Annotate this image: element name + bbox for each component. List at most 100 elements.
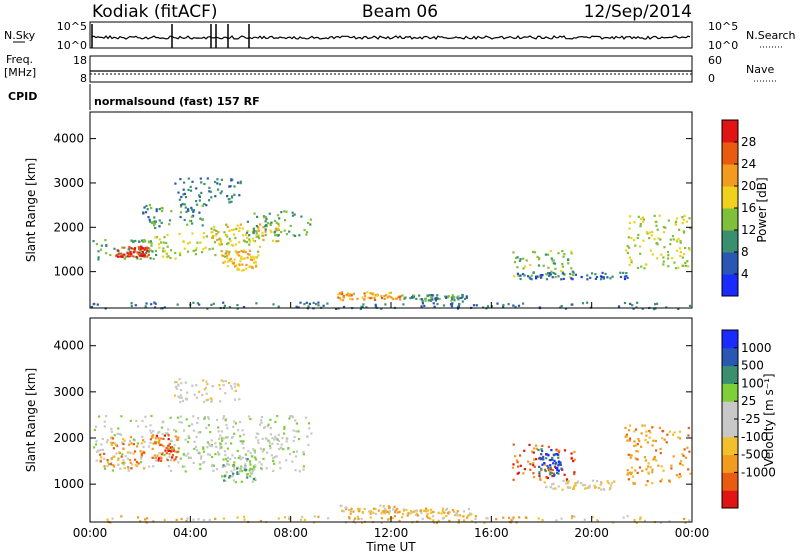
power-cell: [595, 276, 599, 279]
velocity-cell: [160, 443, 163, 446]
power-cell: [632, 307, 635, 310]
power-cell: [451, 302, 454, 305]
power-cell: [356, 297, 359, 300]
power-cell: [438, 297, 441, 301]
power-cell: [182, 240, 185, 243]
velocity-cell: [170, 469, 173, 473]
velocity-cell: [231, 436, 234, 439]
power-cell: [413, 294, 416, 297]
power-cell: [242, 239, 245, 242]
velocity-cell: [244, 463, 247, 466]
velocity-cell: [570, 457, 573, 460]
power-cell: [253, 239, 257, 243]
velocity-cell: [541, 449, 544, 453]
power-cell: [395, 297, 399, 300]
velocity-cell: [149, 429, 152, 432]
velocity-cell: [167, 444, 170, 447]
power-cell: [137, 251, 141, 254]
power-cell: [640, 265, 643, 268]
power-cell: [97, 256, 100, 259]
velocity-cell: [380, 517, 383, 520]
power-cell: [228, 201, 231, 204]
power-cell: [240, 257, 243, 260]
velocity-cell: [535, 444, 538, 447]
velocity-cell: [253, 468, 256, 471]
power-cell: [233, 233, 236, 236]
velocity-cell: [226, 427, 229, 430]
velocity-cell: [631, 466, 634, 469]
velocity-cell: [645, 430, 648, 433]
power-cell: [211, 235, 214, 238]
power-cell: [159, 241, 163, 244]
velocity-cell: [645, 434, 648, 437]
velocity-cell: [577, 480, 580, 483]
power-cell: [442, 304, 446, 307]
velocity-cell: [139, 450, 142, 453]
velocity-cell: [174, 458, 177, 461]
power-cell: [180, 204, 183, 207]
power-cell: [277, 222, 280, 225]
velocity-cell: [553, 459, 556, 462]
velocity-cell: [188, 436, 191, 439]
velocity-cell: [367, 510, 371, 513]
power-cell: [195, 247, 198, 250]
power-cell: [145, 246, 148, 249]
power-cell: [673, 261, 676, 264]
power-cell: [665, 306, 668, 309]
velocity-cell: [249, 463, 252, 466]
power-cell: [174, 257, 177, 260]
velocity-cell: [233, 385, 236, 388]
power-cell: [589, 276, 592, 279]
power-cell: [540, 276, 543, 279]
velocity-cell: [244, 453, 247, 456]
velocity-cell: [416, 514, 419, 517]
power-cell: [457, 295, 460, 298]
velocity-cell: [224, 419, 227, 422]
velocity-cell: [463, 510, 466, 513]
velocity-cell: [123, 461, 126, 464]
velocity-cell: [214, 517, 217, 520]
power-cell: [629, 302, 632, 305]
velocity-cell: [129, 461, 132, 464]
time-tick-label: 20:00: [574, 526, 609, 540]
time-tick-label: 08:00: [273, 526, 308, 540]
velocity-cell: [177, 383, 180, 386]
velocity-cell: [273, 438, 276, 441]
power-cell: [192, 301, 195, 304]
power-cell: [147, 216, 150, 219]
power-cell: [270, 231, 273, 234]
velocity-cell: [632, 482, 635, 485]
velocity-cell: [554, 487, 557, 490]
power-cell: [342, 305, 346, 309]
power-cell: [569, 272, 572, 276]
power-cell: [143, 255, 146, 258]
velocity-cell: [519, 464, 522, 467]
velocity-cell: [248, 469, 251, 472]
velocity-cell: [583, 483, 586, 486]
velocity-cell: [570, 452, 573, 455]
power-cell: [238, 227, 241, 230]
velocity-cell: [153, 440, 156, 443]
power-cell: [155, 253, 158, 257]
power-cell: [133, 247, 137, 250]
power-cell: [679, 240, 682, 243]
velocity-cell: [182, 452, 185, 456]
velocity-cell: [110, 444, 113, 447]
velocity-cell: [427, 509, 430, 512]
velocity-cell: [644, 459, 648, 462]
power-cell: [586, 301, 589, 304]
velocity-cell: [553, 474, 556, 477]
power-cell: [434, 298, 437, 301]
velocity-cell: [532, 462, 535, 465]
velocity-cell: [109, 463, 112, 466]
velocity-cell: [111, 517, 114, 520]
power-cell: [309, 218, 312, 221]
power-cell: [660, 253, 663, 256]
velocity-cell: [356, 515, 359, 518]
velocity-cell: [255, 432, 258, 435]
velocity-cell: [557, 485, 560, 488]
power-cell: [248, 238, 251, 241]
velocity-cell: [647, 462, 650, 465]
power-cell: [147, 250, 150, 253]
power-cell: [167, 255, 170, 258]
